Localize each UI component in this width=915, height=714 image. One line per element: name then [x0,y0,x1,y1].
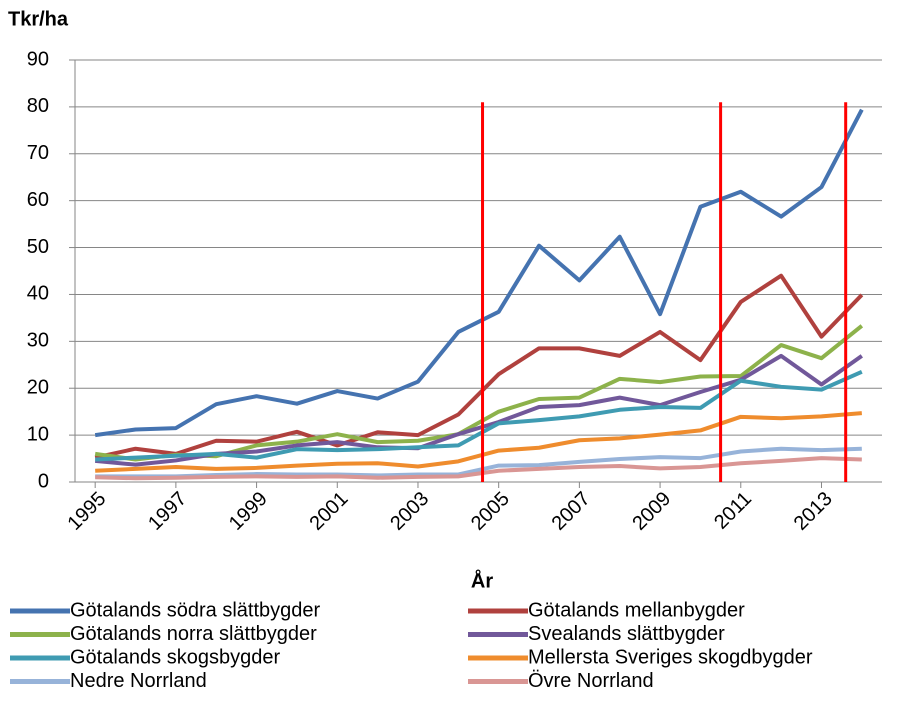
legend-label: Nedre Norrland [70,670,207,692]
x-tick-label: 2005 [467,488,514,535]
y-tick-label: 80 [27,95,49,117]
x-axis-title: År [471,568,493,592]
series-line [95,411,862,473]
x-tick-label: 2007 [548,488,595,535]
x-tick-label: 1997 [144,488,191,535]
x-tick-label: 1999 [225,488,272,535]
y-tick-label: 30 [27,330,49,352]
legend-label: Götalands södra slättbygder [70,599,320,621]
series-line [94,108,864,438]
x-tick-label: 2013 [790,488,837,535]
x-tick-label: 2001 [306,488,353,535]
legend-label: Götalands skogsbygder [70,646,280,668]
series-line [94,273,864,460]
x-tick-label: 2011 [710,488,756,534]
y-axis-title: Tkr/ha [8,8,69,30]
y-tick-label: 60 [27,189,49,211]
y-tick-label: 90 [27,48,49,70]
legend-label: Mellersta Sveriges skogdbygder [528,646,813,668]
series-line [95,369,863,462]
series-line [95,456,862,481]
legend-label: Götalands norra slättbygder [70,623,317,645]
x-tick-label: 2009 [628,488,675,535]
y-tick-label: 10 [27,423,49,445]
y-tick-label: 0 [38,470,49,492]
y-tick-label: 20 [27,377,49,399]
y-tick-label: 50 [27,236,49,258]
y-tick-label: 40 [27,283,49,305]
legend-label: Svealands slättbygder [528,623,725,645]
x-tick-label: 1995 [63,488,110,535]
legend-label: Götalands mellanbygder [528,599,745,621]
x-tick-label: 2003 [386,488,433,535]
y-tick-label: 70 [27,142,49,164]
legend-label: Övre Norrland [528,670,654,692]
